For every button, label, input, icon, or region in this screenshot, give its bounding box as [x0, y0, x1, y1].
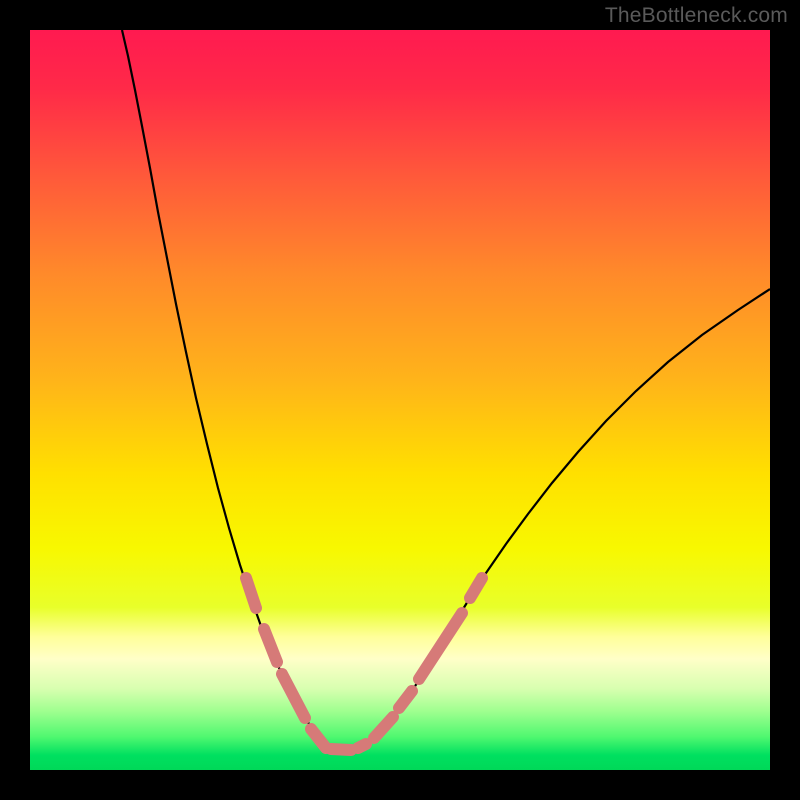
watermark-text: TheBottleneck.com [605, 4, 788, 28]
marker-segment [331, 749, 351, 750]
plot-gradient-background [30, 30, 770, 770]
marker-segment [358, 744, 366, 748]
bottleneck-chart [0, 0, 800, 800]
